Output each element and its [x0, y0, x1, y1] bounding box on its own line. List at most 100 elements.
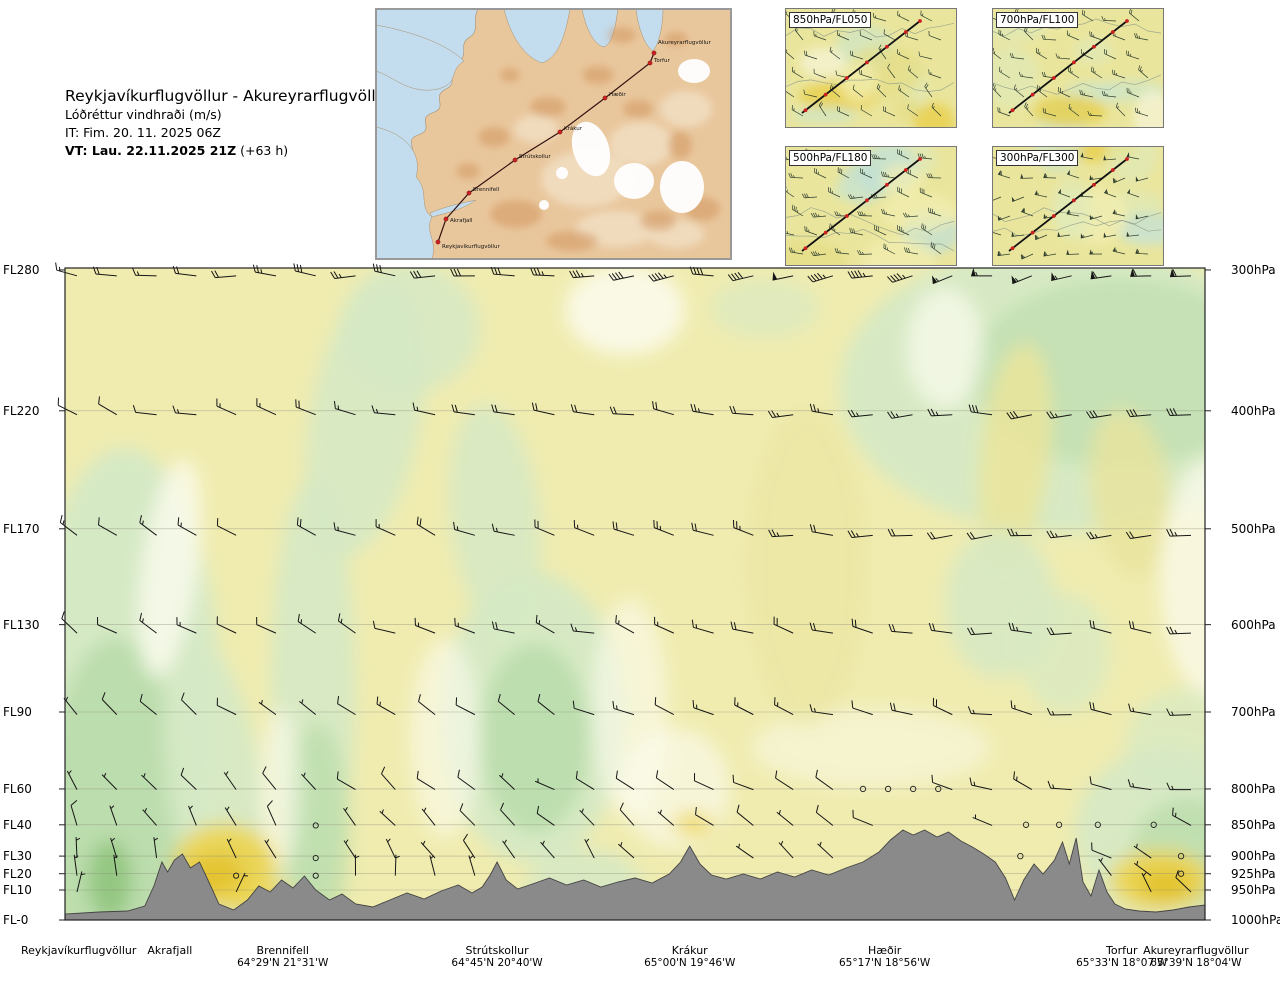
- map-glacier: [556, 167, 568, 179]
- mini-route-dot: [1010, 246, 1015, 251]
- mini-panel-label-850: 850hPa/FL050: [789, 12, 872, 28]
- mini-map-svg-850: [783, 7, 956, 141]
- map-station-dot: [651, 50, 657, 56]
- mini-route-line: [1008, 158, 1128, 252]
- cross-section-svg: [55, 262, 1211, 921]
- map-terrain-shading: [456, 27, 720, 251]
- mini-panel-300hpa: 300hPa/FL300: [988, 124, 1185, 266]
- mini-coastline: [992, 74, 1162, 95]
- mini-route-dot: [918, 19, 922, 23]
- mini-route-dot: [1051, 214, 1056, 218]
- calm-circle: [935, 785, 942, 793]
- flight-level-label: FL60: [3, 781, 32, 796]
- valid-time: VT: Lau. 22.11.2025 21Z (+63 h): [65, 142, 392, 160]
- mini-panel-700hpa: 700hPa/FL100: [979, 0, 1174, 151]
- mini-shading-layer: [791, 24, 955, 141]
- mini-route-dot: [1030, 230, 1035, 235]
- mini-route-dot: [823, 230, 828, 235]
- mini-route-dot: [1010, 108, 1015, 113]
- mini-route-dot: [844, 76, 849, 80]
- mini-panel-label-500: 500hPa/FL180: [789, 150, 872, 166]
- page-title: Reykjavíkurflugvöllur - Akureyrarflugvöl…: [65, 87, 392, 105]
- calm-circle: [859, 785, 867, 793]
- station-name: Brennifell: [256, 944, 309, 957]
- mini-route-dot: [1051, 76, 1056, 80]
- calm-circle: [1177, 870, 1185, 877]
- map-glacier: [571, 121, 611, 177]
- mini-route-line: [801, 20, 921, 114]
- flight-level-label: FL170: [3, 521, 40, 536]
- pressure-label: 850hPa: [1231, 817, 1276, 832]
- pressure-label: 800hPa: [1231, 781, 1276, 796]
- pressure-label: 700hPa: [1231, 705, 1276, 719]
- mini-panel-850hpa: 850hPa/FL050: [783, 7, 957, 141]
- station-label-group: Reykjavíkurflugvöllur: [0, 944, 184, 957]
- mini-coastline: [785, 78, 955, 92]
- map-station-label: Strútskollur: [519, 153, 551, 160]
- mini-route-dot: [1110, 30, 1115, 34]
- valid-time-bold: VT: Lau. 22.11.2025 21Z: [65, 143, 237, 158]
- flight-level-label: FL40: [3, 817, 32, 832]
- map-station-label: Hæðir: [609, 92, 626, 98]
- pressure-label: 600hPa: [1231, 617, 1276, 632]
- init-time: IT: Fim. 20. 11. 2025 06Z: [65, 125, 221, 140]
- station-name: Akrafjall: [147, 944, 193, 957]
- map-station-dot: [647, 60, 653, 66]
- header-block: Reykjavíkurflugvöllur - Akureyrarflugvöl…: [65, 86, 392, 160]
- route-map-svg: Reykjavíkurflugvöllur Akrafjall Brennifell…: [375, 8, 732, 260]
- flight-level-label: FL130: [3, 617, 40, 632]
- map-station-label: Krákur: [564, 125, 583, 132]
- mini-coastline: [785, 228, 955, 252]
- mini-route-line: [1008, 20, 1128, 114]
- map-route-line: [437, 52, 655, 243]
- mini-route-dot: [1110, 168, 1115, 172]
- map-station-label: Brennifell: [473, 187, 500, 193]
- flight-level-label: FL-0: [3, 913, 29, 927]
- mini-route-dot: [1092, 44, 1096, 49]
- map-station-dot: [435, 239, 441, 245]
- mini-route-dot: [803, 108, 808, 113]
- calm-circle: [1022, 821, 1030, 828]
- mini-route-dot: [1092, 182, 1096, 187]
- map-glacier: [678, 59, 710, 83]
- station-coords: 64°45'N 20°40'W: [451, 957, 543, 969]
- pressure-label: 900hPa: [1231, 849, 1276, 864]
- station-name: Krákur: [671, 944, 708, 957]
- mini-map-svg-500: [763, 134, 962, 290]
- pressure-label: 925hPa: [1231, 866, 1276, 881]
- pressure-label: 1000hPa: [1231, 913, 1280, 927]
- mini-route-dot: [903, 168, 908, 172]
- map-glacier: [614, 163, 654, 199]
- flight-level-label: FL280: [3, 262, 40, 277]
- mini-route-dot: [885, 44, 889, 49]
- flight-level-label: FL30: [3, 849, 32, 864]
- mini-panel-label-300: 300hPa/FL300: [996, 150, 1079, 166]
- route-overview-map: Reykjavíkurflugvöllur Akrafjall Brennifell…: [375, 8, 732, 260]
- pressure-label: 950hPa: [1231, 883, 1276, 897]
- calm-circle: [1150, 821, 1157, 828]
- flight-level-label: FL220: [3, 403, 40, 418]
- station-label-group: Akrafjall: [65, 944, 275, 957]
- station-label-group: Akureyrarflugvöllur 65°39'N 18°04'W: [1091, 944, 1280, 970]
- flight-level-label: FL20: [3, 866, 32, 881]
- mini-coastline: [785, 22, 955, 38]
- panel-border: [64, 267, 1206, 921]
- station-label-group: Hæðir 65°17'N 18°56'W: [780, 944, 990, 970]
- station-axis: Reykjavíkurflugvöllur Akrafjall Brennifell…: [0, 944, 1280, 978]
- calm-circle: [910, 785, 917, 793]
- calm-circle: [884, 785, 892, 793]
- flight-level-label: FL10: [3, 883, 32, 897]
- map-station-label: Akureyrarflugvöllur: [658, 40, 712, 46]
- mini-panel-label-700: 700hPa/FL100: [996, 12, 1079, 28]
- map-station-dot: [466, 190, 472, 196]
- station-name: Torfur: [1106, 944, 1138, 957]
- mini-route-dot: [1125, 157, 1129, 161]
- cross-section-panel: FL280 FL220 FL170 FL130 FL90 FL60 FL40 FL30 FL20…: [0, 262, 1280, 928]
- mini-route-dot: [1072, 198, 1076, 203]
- calm-circle: [1177, 852, 1185, 860]
- shading-layer: [65, 268, 1205, 920]
- pressure-label: 500hPa: [1231, 521, 1276, 536]
- station-name: Hæðir: [867, 944, 902, 957]
- map-station-dot: [512, 157, 518, 163]
